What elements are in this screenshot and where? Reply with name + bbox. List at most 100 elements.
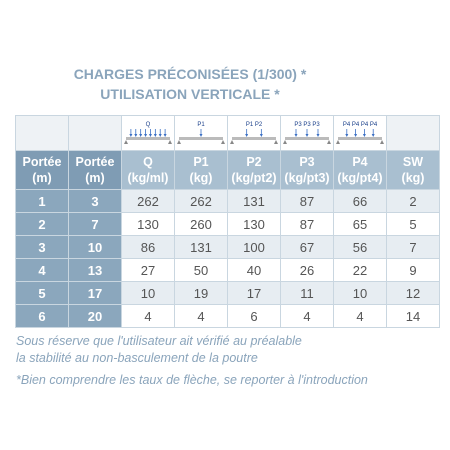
data-row: 6 20 4 4 6 4 4 14 xyxy=(15,304,440,328)
data-cell: 17 xyxy=(68,281,122,305)
beam-icon xyxy=(124,128,172,144)
cell-value: 5 xyxy=(38,285,46,301)
icon-label: P1 xyxy=(197,121,205,128)
header-cell: Portée (m) xyxy=(15,150,69,190)
data-cell: 1 xyxy=(15,189,69,213)
header-cell: SW (kg) xyxy=(386,150,440,190)
data-cell: 19 xyxy=(174,281,228,305)
data-cell: 17 xyxy=(227,281,281,305)
cell-value: 262 xyxy=(137,193,159,209)
header-text: Portée xyxy=(75,155,115,169)
data-cell: 4 xyxy=(15,258,69,282)
data-cell: 10 xyxy=(121,281,175,305)
header-unit: (kg/pt2) xyxy=(231,171,277,185)
cell-value: 86 xyxy=(140,239,156,255)
data-cell: 22 xyxy=(333,258,387,282)
cell-value: 27 xyxy=(140,262,156,278)
blank-cell xyxy=(68,115,122,151)
data-cell: 6 xyxy=(227,304,281,328)
data-cell: 56 xyxy=(333,235,387,259)
icon-cell: P4 P4 P4 P4 xyxy=(333,115,387,151)
data-cell: 100 xyxy=(227,235,281,259)
header-text: Portée xyxy=(22,155,62,169)
beam-icon xyxy=(230,128,278,144)
data-cell: 2 xyxy=(15,212,69,236)
header-cell: P4 (kg/pt4) xyxy=(333,150,387,190)
cell-value: 26 xyxy=(299,262,315,278)
cell-value: 11 xyxy=(300,285,314,301)
data-cell: 6 xyxy=(15,304,69,328)
data-cell: 87 xyxy=(280,189,334,213)
title-line: CHARGES PRÉCONISÉES (1/300) * xyxy=(73,66,307,82)
cell-value: 40 xyxy=(246,262,262,278)
cell-value: 3 xyxy=(91,193,99,209)
data-cell: 262 xyxy=(121,189,175,213)
header-text: P1 xyxy=(193,155,209,169)
cell-value: 10 xyxy=(87,239,103,255)
cell-value: 262 xyxy=(190,193,212,209)
cell-value: 17 xyxy=(246,285,262,301)
cell-value: 3 xyxy=(38,239,46,255)
blank-cell xyxy=(386,115,440,151)
beam-icon xyxy=(336,128,384,144)
icon-label: P4 P4 P4 P4 xyxy=(342,121,378,128)
data-cell: 9 xyxy=(386,258,440,282)
header-unit: (kg) xyxy=(401,171,425,185)
data-cell: 5 xyxy=(15,281,69,305)
header-text: SW xyxy=(402,155,424,169)
data-cell: 12 xyxy=(386,281,440,305)
note: *Bien comprendre les taux de flèche, se … xyxy=(16,373,368,387)
data-cell: 40 xyxy=(227,258,281,282)
icon-label: P1 P2 xyxy=(245,121,263,128)
header-cell: P3 (kg/pt3) xyxy=(280,150,334,190)
data-cell: 7 xyxy=(386,235,440,259)
header-unit: (m) xyxy=(85,171,105,185)
data-cell: 10 xyxy=(68,235,122,259)
header-cell: P2 (kg/pt2) xyxy=(227,150,281,190)
cell-value: 131 xyxy=(243,193,265,209)
cell-value: 4 xyxy=(197,308,205,324)
data-cell: 50 xyxy=(174,258,228,282)
data-cell: 14 xyxy=(386,304,440,328)
cell-value: 2 xyxy=(38,216,46,232)
data-cell: 3 xyxy=(15,235,69,259)
cell-value: 9 xyxy=(409,262,417,278)
cell-value: 7 xyxy=(91,216,99,232)
cell-value: 87 xyxy=(299,193,315,209)
cell-value: 50 xyxy=(193,262,209,278)
header-row: Portée (m) Portée (m) Q (kg/ml) P1 (kg) P2 (kg/pt… xyxy=(15,150,440,190)
data-cell: 131 xyxy=(174,235,228,259)
cell-value: 22 xyxy=(352,262,368,278)
data-row: 1 3 262 262 131 87 66 2 xyxy=(15,189,440,213)
icon-cell: Q xyxy=(121,115,175,151)
data-cell: 3 xyxy=(68,189,122,213)
cell-value: 131 xyxy=(190,239,212,255)
data-cell: 131 xyxy=(227,189,281,213)
cell-value: 12 xyxy=(405,285,421,301)
icon-cell: P3 P3 P3 xyxy=(280,115,334,151)
cell-value: 5 xyxy=(409,216,417,232)
cell-value: 6 xyxy=(38,308,46,324)
beam-icon xyxy=(283,128,331,144)
header-unit: (kg/pt4) xyxy=(337,171,383,185)
data-cell: 4 xyxy=(333,304,387,328)
cell-value: 56 xyxy=(352,239,368,255)
cell-value: 10 xyxy=(140,285,156,301)
beam-icon xyxy=(177,128,225,144)
cell-value: 100 xyxy=(243,239,265,255)
cell-value: 2 xyxy=(409,193,417,209)
data-row: 3 10 86 131 100 67 56 7 xyxy=(15,235,440,259)
header-cell: Portée (m) xyxy=(68,150,122,190)
data-cell: 65 xyxy=(333,212,387,236)
cell-value: 260 xyxy=(190,216,212,232)
header-text: Q xyxy=(143,155,153,169)
data-cell: 10 xyxy=(333,281,387,305)
data-row: 4 13 27 50 40 26 22 9 xyxy=(15,258,440,282)
header-unit: (m) xyxy=(32,171,52,185)
data-cell: 130 xyxy=(227,212,281,236)
header-unit: (kg/ml) xyxy=(127,171,169,185)
cell-value: 67 xyxy=(299,239,315,255)
data-cell: 4 xyxy=(280,304,334,328)
icon-cell: P1 P2 xyxy=(227,115,281,151)
